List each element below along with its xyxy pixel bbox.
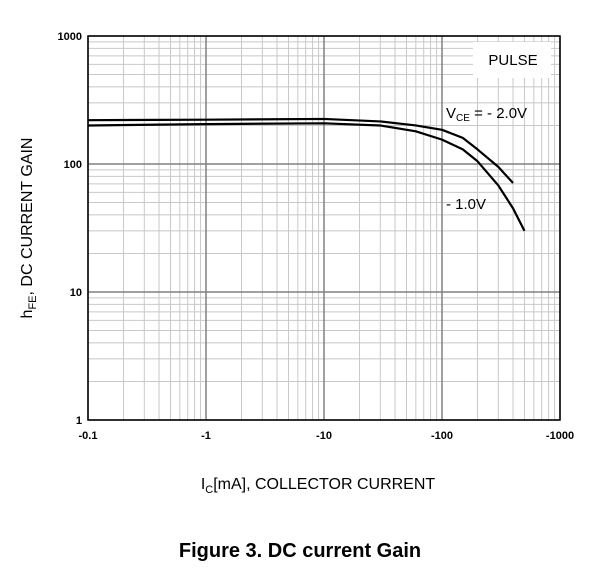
label-part: CE (456, 113, 470, 124)
chart-title: Figure 3. DC current Gain (179, 540, 421, 562)
annotation-box (473, 42, 551, 78)
x-tick-label: -1 (201, 430, 211, 442)
annotation: PULSE (488, 52, 537, 69)
y-tick-label: 10 (70, 287, 82, 299)
series-label: VCE = - 2.0V (446, 105, 527, 124)
y-tick-label: 100 (64, 159, 82, 171)
y-tick-label: 1000 (58, 31, 82, 43)
label-part: h (19, 310, 36, 319)
series-label: - 1.0V (446, 196, 486, 213)
marks (87, 117, 526, 232)
x-tick-label: -100 (431, 430, 453, 442)
label-part: [mA], COLLECTOR CURRENT (213, 476, 435, 493)
grid (87, 35, 561, 421)
label-part: V (446, 105, 456, 122)
y-tick-label: 1 (76, 415, 82, 427)
plot-frame (87, 35, 561, 421)
y-axis-label: hFE, DC CURRENT GAIN (19, 138, 39, 319)
series-name: - 2.0V (487, 105, 527, 122)
label-part: C (205, 484, 213, 496)
label-part: , DC CURRENT GAIN (19, 138, 36, 296)
label-part: I (201, 476, 205, 493)
x-tick-label: -0.1 (79, 430, 98, 442)
x-axis-label: IC[mA], COLLECTOR CURRENT (201, 476, 436, 496)
label-part: FE (27, 295, 39, 309)
series-line (87, 122, 526, 232)
label-part: = (470, 105, 487, 122)
x-tick-label: -10 (316, 430, 332, 442)
series-line (87, 117, 514, 184)
x-tick-label: -1000 (546, 430, 574, 442)
